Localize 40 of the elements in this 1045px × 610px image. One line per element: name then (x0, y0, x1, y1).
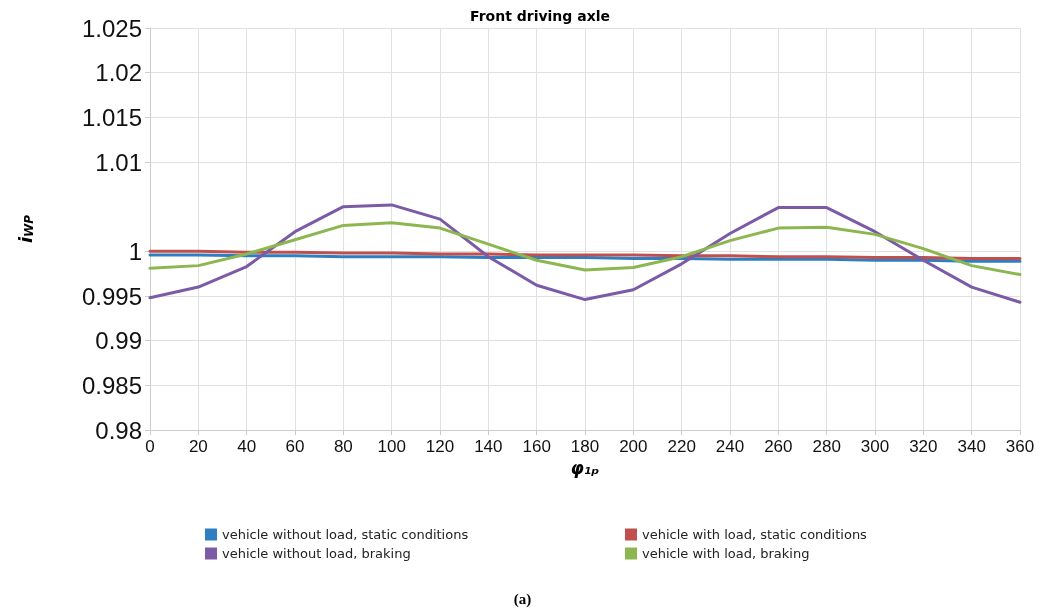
y-tick-label: 0.98 (95, 416, 142, 444)
x-axis-title: φ₁ₚ (570, 458, 600, 479)
y-tick-label: 1.015 (81, 103, 142, 131)
x-tick-label: 280 (812, 437, 841, 456)
x-tick-label: 300 (860, 437, 890, 456)
x-tick-label: 160 (522, 437, 551, 456)
line-series (148, 253, 1022, 263)
x-tick-label: 140 (474, 437, 503, 456)
x-tick-label: 60 (285, 437, 305, 456)
x-tick-label: 0 (145, 437, 155, 456)
y-tick-label: 0.995 (81, 282, 142, 310)
x-tick-label: 200 (619, 437, 648, 456)
legend-label: vehicle with load, braking (642, 546, 810, 561)
x-tick-label: 40 (237, 437, 257, 456)
y-tick-label: 1.01 (95, 148, 142, 176)
chart-title: Front driving axle (469, 8, 611, 24)
legend-label: vehicle without load, braking (222, 546, 411, 561)
x-tick-label: 260 (764, 437, 793, 456)
x-tick-label: 80 (333, 437, 353, 456)
legend-label: vehicle without load, static conditions (222, 527, 469, 542)
x-tick-label: 320 (909, 437, 938, 456)
legend-label: vehicle with load, static conditions (642, 527, 868, 542)
x-tick-label: 180 (570, 437, 600, 456)
y-tick-label: 1.025 (81, 14, 142, 42)
x-tick-label: 340 (957, 437, 986, 456)
line-series (148, 249, 1022, 260)
y-tick-label: 1 (128, 237, 142, 265)
x-tick-label: 120 (425, 437, 455, 456)
text: (a) (513, 590, 532, 608)
line-series (148, 203, 1022, 304)
x-tick-label: 360 (1005, 437, 1035, 456)
y-axis-title: iWP (14, 214, 36, 244)
y-tick-label: 0.99 (95, 327, 142, 355)
x-tick-label: 220 (667, 437, 696, 456)
line-series (148, 221, 1022, 277)
y-tick-label: 1.02 (95, 59, 142, 87)
y-tick-label: 0.985 (81, 371, 142, 399)
x-tick-label: 20 (188, 437, 208, 456)
x-tick-label: 100 (377, 437, 406, 456)
x-tick-label: 240 (715, 437, 745, 456)
